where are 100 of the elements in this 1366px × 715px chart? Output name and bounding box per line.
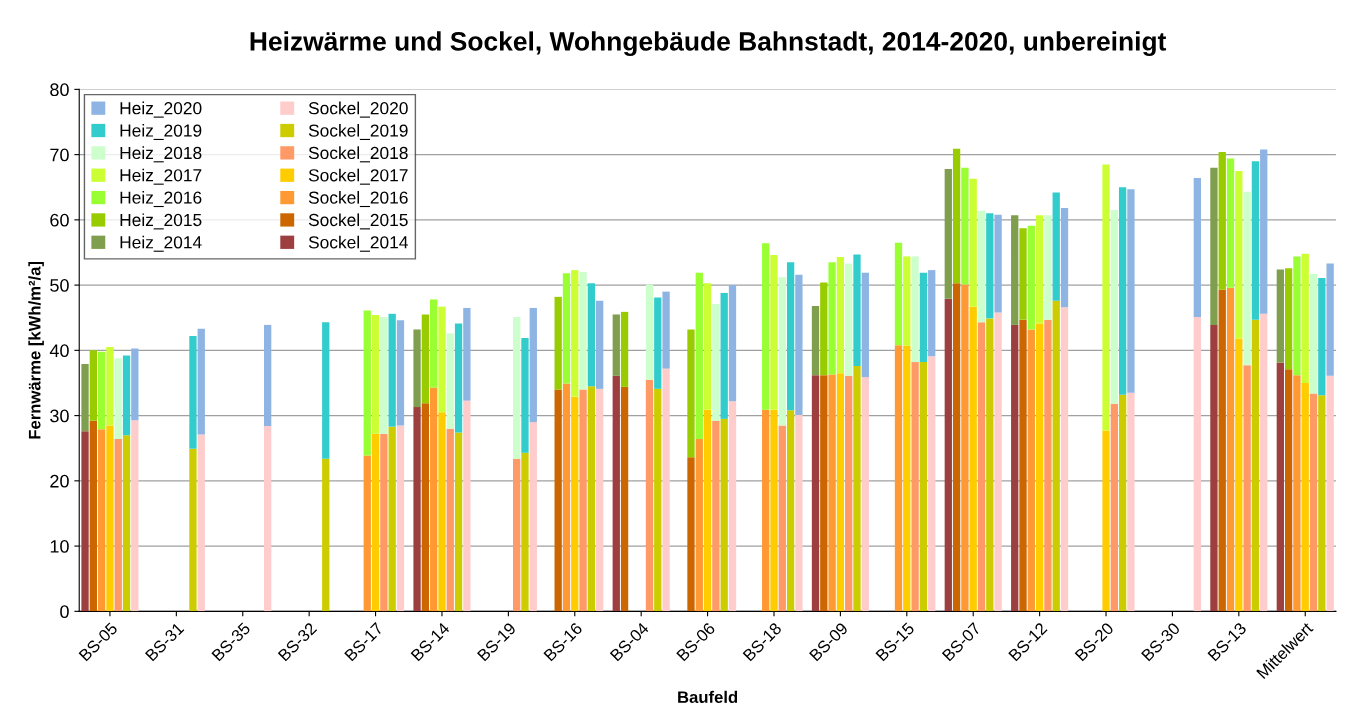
bar <box>122 355 131 436</box>
bar <box>571 396 579 612</box>
bar <box>1218 152 1226 290</box>
bar <box>189 448 197 612</box>
bar <box>114 358 122 440</box>
bar <box>579 272 587 390</box>
bar <box>1110 403 1118 612</box>
bar <box>986 213 994 319</box>
legend-label: Heiz_2018 <box>120 146 202 163</box>
bar <box>1309 393 1318 612</box>
bar <box>695 272 703 440</box>
bar <box>1284 369 1293 612</box>
bar <box>645 284 654 380</box>
bar <box>1052 192 1060 301</box>
bar <box>1102 430 1110 612</box>
bar <box>845 375 853 612</box>
bar <box>81 431 89 612</box>
bar <box>820 375 828 612</box>
bar <box>89 420 97 612</box>
bar <box>853 254 861 367</box>
y-tick-label: 70 <box>50 148 69 162</box>
bar <box>952 283 961 612</box>
bar <box>1044 319 1052 612</box>
legend-label: Heiz_2014 <box>120 235 202 252</box>
bar <box>977 322 986 612</box>
bar <box>388 426 396 612</box>
bar <box>620 311 629 387</box>
bar <box>969 306 977 612</box>
bar <box>1301 382 1309 612</box>
bar <box>521 337 529 453</box>
bar <box>1284 268 1293 370</box>
bar <box>820 282 828 376</box>
bar <box>463 400 471 612</box>
bar <box>828 262 836 375</box>
bar <box>1011 215 1019 325</box>
bar <box>1210 167 1218 325</box>
bar <box>828 374 836 612</box>
bar <box>197 434 205 612</box>
bar <box>197 328 205 435</box>
legend-label: Heiz_2019 <box>120 123 202 140</box>
bar <box>720 418 728 612</box>
bar <box>587 386 596 612</box>
bar <box>728 285 737 402</box>
bar <box>612 375 620 612</box>
bar <box>380 317 388 434</box>
bar <box>903 345 911 612</box>
bar <box>371 315 380 434</box>
bar <box>521 452 529 612</box>
bar <box>1276 269 1284 363</box>
bar <box>977 210 986 323</box>
bar <box>1326 375 1334 612</box>
bar <box>363 455 371 612</box>
bar <box>131 420 139 612</box>
bar <box>106 425 114 612</box>
bar <box>396 320 405 426</box>
bar <box>1193 178 1201 318</box>
bar <box>961 284 969 612</box>
legend-label: Sockel_2016 <box>308 191 408 208</box>
bar <box>1276 362 1284 612</box>
bar <box>1102 164 1110 431</box>
bar <box>1118 394 1127 612</box>
bar <box>264 324 272 427</box>
bar <box>131 348 139 421</box>
bar <box>1060 307 1069 612</box>
bar <box>513 317 521 459</box>
bar <box>579 389 587 612</box>
bar <box>454 323 463 433</box>
bar <box>762 409 770 612</box>
bar <box>1035 215 1044 324</box>
legend-label: Heiz_2020 <box>120 101 202 118</box>
bar <box>264 426 272 612</box>
bar <box>645 379 654 612</box>
bar <box>322 322 330 459</box>
bar <box>189 336 197 449</box>
bar <box>322 458 330 612</box>
bar <box>413 329 421 408</box>
bar <box>1019 228 1027 320</box>
bar <box>811 305 820 376</box>
y-tick-label: 10 <box>50 540 69 553</box>
bar <box>1293 256 1301 376</box>
bar <box>114 439 122 612</box>
bar <box>1318 395 1326 612</box>
bar <box>562 273 571 384</box>
bar <box>587 283 596 387</box>
bar <box>1110 210 1118 404</box>
bar <box>97 351 106 430</box>
bar <box>529 422 537 612</box>
bar <box>712 420 720 612</box>
bar <box>928 356 936 612</box>
bar <box>562 383 571 612</box>
bar <box>106 347 114 426</box>
bar <box>380 433 388 612</box>
bar <box>388 313 396 427</box>
bar <box>1243 365 1251 612</box>
bar <box>986 318 994 612</box>
legend-label: Sockel_2014 <box>308 235 408 252</box>
bar <box>894 242 903 346</box>
bar <box>1052 300 1060 612</box>
bar <box>728 401 737 612</box>
bar <box>81 364 89 432</box>
